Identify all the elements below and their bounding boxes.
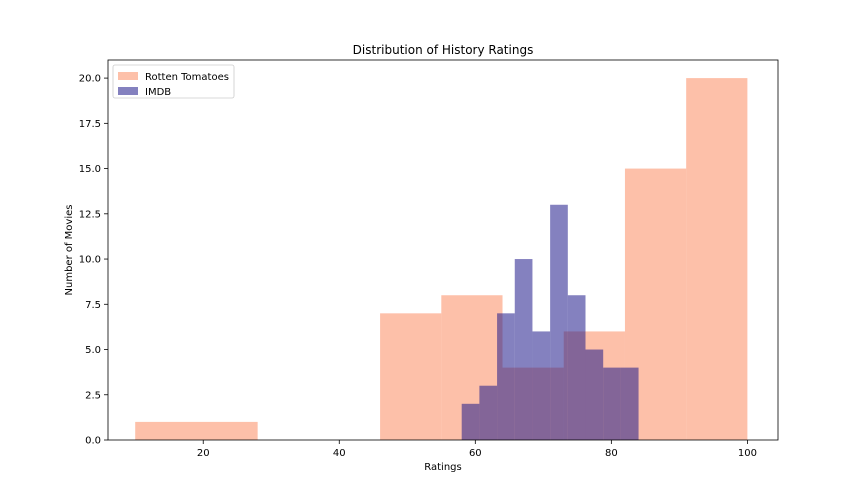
bar-imdb-0 — [461, 403, 480, 440]
legend-swatch-rotten-tomatoes — [118, 72, 138, 80]
x-tick-label: 100 — [738, 448, 757, 459]
bar-rotten-tomatoes-0 — [135, 421, 258, 440]
legend-label-imdb: IMDB — [145, 87, 171, 98]
bar-imdb-4 — [532, 331, 551, 440]
legend-box — [112, 64, 235, 99]
y-tick-label: 0.0 — [85, 436, 101, 447]
x-axis-ticks: 20 40 60 80 100 — [197, 440, 757, 459]
y-tick-label: 20.0 — [79, 74, 101, 85]
y-tick-label: 2.5 — [85, 390, 101, 401]
legend-label-rotten-tomatoes: Rotten Tomatoes — [145, 72, 229, 83]
legend: Rotten Tomatoes IMDB — [112, 64, 235, 99]
y-tick-label: 17.5 — [79, 119, 101, 130]
y-tick-label: 15.0 — [79, 164, 101, 175]
y-axis-label: Number of Movies — [64, 205, 75, 296]
legend-swatch-imdb — [118, 87, 138, 95]
bar-rotten-tomatoes-7 — [686, 78, 748, 440]
x-tick-label: 80 — [605, 448, 618, 459]
x-tick-label: 60 — [469, 448, 482, 459]
x-axis-label: Ratings — [424, 462, 461, 473]
bar-rotten-tomatoes-2 — [380, 313, 442, 440]
x-tick-label: 40 — [333, 448, 346, 459]
y-axis-ticks: 0.0 2.5 5.0 7.5 10.0 12.5 15.0 17.5 20.0 — [79, 74, 108, 447]
bar-imdb-8 — [603, 367, 621, 440]
bar-imdb-7 — [585, 349, 604, 440]
bar-imdb-9 — [620, 367, 639, 440]
y-tick-label: 7.5 — [85, 300, 101, 311]
y-tick-label: 12.5 — [79, 209, 101, 220]
chart-title: Distribution of History Ratings — [353, 43, 534, 57]
y-tick-label: 5.0 — [85, 345, 101, 356]
bar-imdb-3 — [514, 259, 533, 440]
bar-imdb-2 — [497, 313, 515, 440]
plot-frame — [107, 59, 779, 441]
histogram-bars — [135, 78, 748, 441]
y-tick-label: 10.0 — [79, 255, 101, 266]
bar-imdb-6 — [567, 295, 586, 440]
bar-imdb-1 — [479, 385, 498, 440]
bar-imdb-5 — [550, 204, 568, 440]
x-tick-label: 20 — [197, 448, 210, 459]
